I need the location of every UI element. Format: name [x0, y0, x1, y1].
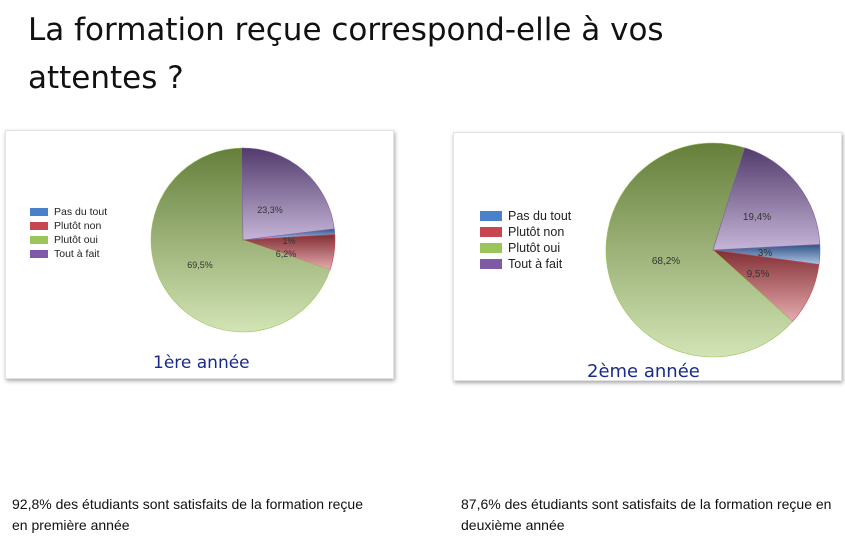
legend-swatch-pas-du-tout [480, 211, 502, 221]
chart-panel-second-year: 3% 9,5% 68,2% 19,4% Pas du tout Plutôt non Plu… [453, 132, 842, 381]
legend-swatch-pas-du-tout [30, 208, 48, 216]
pie-slice-plutot-oui [605, 142, 793, 358]
caption-first-year: 92,8% des étudiants sont satisfaits de l… [12, 496, 363, 533]
legend-swatch-tout-a-fait [480, 259, 502, 269]
caption-second-year: 87,6% des étudiants sont satisfaits de l… [461, 496, 832, 533]
legend-label-pas-du-tout: Pas du tout [54, 206, 107, 218]
slice-value-label-tout-a-fait: 19,4% [743, 212, 771, 223]
slice-value-label-plutot-oui: 68,2% [652, 256, 680, 267]
legend-swatch-tout-a-fait [30, 250, 48, 258]
slice-value-label-plutot-oui: 69,5% [187, 260, 213, 270]
chart-year-label: 1ère année [153, 353, 250, 373]
legend-swatch-plutot-oui [480, 243, 502, 253]
legend-swatch-plutot-oui [30, 236, 48, 244]
legend-label-plutot-oui: Plutôt oui [54, 234, 98, 246]
slice-value-label-pas-du-tout: 3% [758, 248, 773, 259]
legend-swatch-plutot-non [30, 222, 48, 230]
legend-label-plutot-non: Plutôt non [508, 225, 564, 239]
legend-label-plutot-non: Plutôt non [54, 220, 101, 232]
pie-slice-tout-a-fait [712, 147, 821, 251]
legend-swatch-plutot-non [480, 227, 502, 237]
legend-label-tout-a-fait: Tout à fait [508, 257, 563, 271]
pie-chart-second-year: 3% 9,5% 68,2% 19,4% Pas du tout Plutôt non Plu… [480, 142, 821, 380]
pie-slice-plutot-oui [150, 147, 331, 333]
legend-label-pas-du-tout: Pas du tout [508, 209, 572, 223]
chart-year-label: 2ème année [587, 361, 700, 380]
slice-value-label-pas-du-tout: 1% [282, 236, 295, 246]
legend-label-plutot-oui: Plutôt oui [508, 241, 560, 255]
slice-value-label-tout-a-fait: 23,3% [257, 205, 283, 215]
pie-slice-tout-a-fait [241, 147, 335, 241]
pie-chart-first-year: 1% 6,2% 69,5% 23,3% Pas du tout Plutôt non Plu… [30, 147, 336, 373]
chart-panel-first-year: 1% 6,2% 69,5% 23,3% Pas du tout Plutôt non Plu… [5, 130, 394, 379]
legend-label-tout-a-fait: Tout à fait [54, 248, 100, 260]
page-title: La formation reçue correspond-elle à vos… [28, 12, 664, 96]
slice-value-label-plutot-non: 6,2% [276, 249, 297, 259]
slice-value-label-plutot-non: 9,5% [747, 269, 770, 280]
